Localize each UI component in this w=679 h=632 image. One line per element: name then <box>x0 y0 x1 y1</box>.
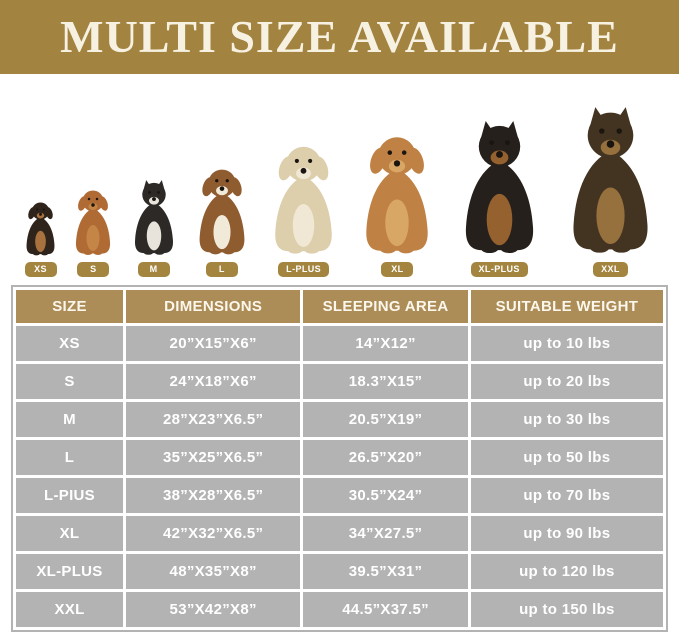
table-row: S 24”X18”X6” 18.3”X15” up to 20 lbs <box>16 364 663 399</box>
dog-column: L-PLUS <box>262 141 345 280</box>
sleeping-area-cell: 26.5”X20” <box>303 440 468 475</box>
size-badge: XL <box>381 262 414 277</box>
dog-face-shapes <box>36 208 45 216</box>
size-badge: L-PLUS <box>278 262 330 277</box>
column-header-suitable-weight: SUITABLE WEIGHT <box>470 290 663 323</box>
size-table: SIZE DIMENSIONS SLEEPING AREA SUITABLE W… <box>11 285 668 632</box>
sleeping-area-cell: 44.5”X37.5” <box>303 592 468 627</box>
size-cell: S <box>16 364 123 399</box>
dimensions-cell: 24”X18”X6” <box>125 364 301 399</box>
size-badge: XL-PLUS <box>470 262 528 277</box>
dog-illustration <box>26 202 55 256</box>
dog-column: XL-PLUS <box>450 119 549 280</box>
table-header-row: SIZE DIMENSIONS SLEEPING AREA SUITABLE W… <box>16 290 663 323</box>
sleeping-area-cell: 34”X27.5” <box>303 516 468 551</box>
weight-cell: up to 90 lbs <box>470 516 663 551</box>
dog-size-lineup: XS <box>0 74 679 280</box>
sleeping-area-cell: 18.3”X15” <box>303 364 468 399</box>
weight-cell: up to 120 lbs <box>470 554 663 589</box>
dog-face-shapes <box>387 150 407 167</box>
table-row: L 35”X25”X6.5” 26.5”X20” up to 50 lbs <box>16 440 663 475</box>
dog-face-shapes <box>147 190 160 202</box>
table-row: M 28”X23”X6.5” 20.5”X19” up to 30 lbs <box>16 402 663 437</box>
size-cell: XL <box>16 516 123 551</box>
page-title: MULTI SIZE AVAILABLE <box>60 11 619 62</box>
dog-column: S <box>68 187 118 280</box>
dog-illustration <box>366 137 429 254</box>
size-badge: XXL <box>593 262 628 277</box>
dimensions-cell: 38”X28”X6.5” <box>125 478 301 513</box>
dog-illustration <box>134 180 173 255</box>
sleeping-area-cell: 20.5”X19” <box>303 402 468 437</box>
size-badge: XS <box>24 262 57 277</box>
dog-column: M <box>126 179 182 280</box>
dimensions-cell: 42”X32”X6.5” <box>125 516 301 551</box>
column-header-size: SIZE <box>16 290 123 323</box>
weight-cell: up to 150 lbs <box>470 592 663 627</box>
dog-accent-shapes <box>486 150 513 246</box>
column-header-dimensions: DIMENSIONS <box>125 290 301 323</box>
size-cell: XS <box>16 326 123 361</box>
size-cell: M <box>16 402 123 437</box>
dog-illustration <box>275 146 332 254</box>
dimensions-cell: 28”X23”X6.5” <box>125 402 301 437</box>
dog-column: XS <box>20 199 61 280</box>
dimensions-cell: 48”X35”X8” <box>125 554 301 589</box>
dog-face-shapes <box>599 128 622 148</box>
size-cell: XL-PLUS <box>16 554 123 589</box>
sleeping-area-cell: 14”X12” <box>303 326 468 361</box>
dog-face-shapes <box>214 179 229 191</box>
dog-face-shapes <box>488 140 510 158</box>
dimensions-cell: 53”X42”X8” <box>125 592 301 627</box>
table-row: XXL 53”X42”X8” 44.5”X37.5” up to 150 lbs <box>16 592 663 627</box>
dog-face-shapes <box>294 158 313 174</box>
weight-cell: up to 70 lbs <box>470 478 663 513</box>
dimensions-cell: 35”X25”X6.5” <box>125 440 301 475</box>
table-body: XS 20”X15”X6” 14”X12” up to 10 lbs S 24”… <box>16 326 663 627</box>
table-row: XL-PLUS 48”X35”X8” 39.5”X31” up to 120 l… <box>16 554 663 589</box>
dog-face-shapes <box>88 197 99 207</box>
sleeping-area-cell: 39.5”X31” <box>303 554 468 589</box>
dog-illustration <box>199 169 245 255</box>
size-badge: S <box>77 262 110 277</box>
dog-column: XL <box>352 131 442 280</box>
weight-cell: up to 10 lbs <box>470 326 663 361</box>
column-header-sleeping-area: SLEEPING AREA <box>303 290 468 323</box>
dog-column: XXL <box>556 105 665 280</box>
dog-illustration <box>76 190 111 255</box>
weight-cell: up to 30 lbs <box>470 402 663 437</box>
dog-illustration <box>573 107 648 253</box>
size-cell: L-PIUS <box>16 478 123 513</box>
size-cell: XXL <box>16 592 123 627</box>
dimensions-cell: 20”X15”X6” <box>125 326 301 361</box>
sleeping-area-cell: 30.5”X24” <box>303 478 468 513</box>
table-row: XS 20”X15”X6” 14”X12” up to 10 lbs <box>16 326 663 361</box>
size-cell: L <box>16 440 123 475</box>
weight-cell: up to 50 lbs <box>470 440 663 475</box>
size-badge: L <box>205 262 238 277</box>
weight-cell: up to 20 lbs <box>470 364 663 399</box>
table-row: L-PIUS 38”X28”X6.5” 30.5”X24” up to 70 l… <box>16 478 663 513</box>
table-row: XL 42”X32”X6.5” 34”X27.5” up to 90 lbs <box>16 516 663 551</box>
size-badge: M <box>137 262 170 277</box>
title-banner: MULTI SIZE AVAILABLE <box>0 0 679 74</box>
dog-column: L <box>189 165 255 280</box>
dog-illustration <box>465 120 533 254</box>
